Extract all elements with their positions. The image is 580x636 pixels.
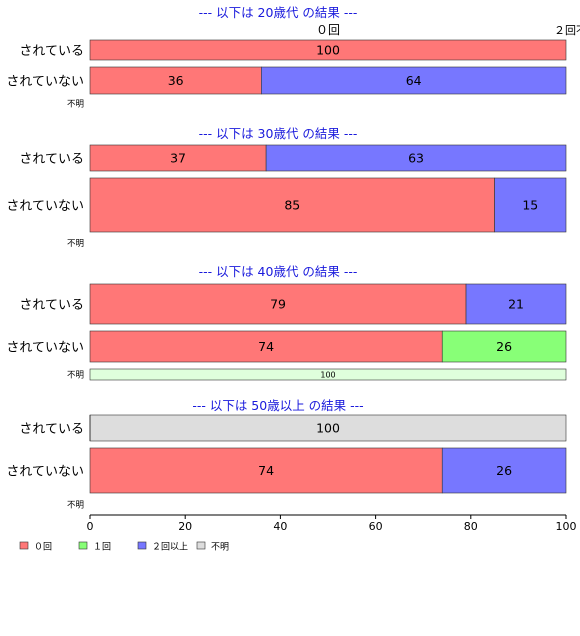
legend-label: ０回 <box>34 542 52 553</box>
data-label: 21 <box>508 297 524 312</box>
bar-segment <box>261 66 567 95</box>
segment-name-label: ０回 <box>316 23 340 37</box>
x-tick-label: 60 <box>369 520 383 533</box>
legend-label: 不明 <box>211 542 229 553</box>
row-label: されている <box>19 298 84 313</box>
bar-segment <box>89 368 567 381</box>
bar-segment <box>89 414 567 442</box>
row-label: されていない <box>6 465 84 480</box>
x-tick-label: 40 <box>273 520 287 533</box>
bar-segment <box>89 447 443 494</box>
x-tick-label: 80 <box>464 520 478 533</box>
segment-name-label: ２回不明１回 <box>554 24 580 37</box>
bar-segment <box>465 283 567 325</box>
x-tick-label: 20 <box>178 520 192 533</box>
bar-segment <box>89 39 567 61</box>
row-label: 不明 <box>67 239 84 249</box>
legend-label: ２回以上 <box>152 542 188 553</box>
legend-swatch <box>137 541 147 550</box>
legend-label: １回 <box>93 542 111 553</box>
bar-segment <box>89 177 495 233</box>
data-label: 37 <box>170 151 186 166</box>
data-label: 79 <box>270 297 286 312</box>
row-label: 不明 <box>67 100 84 110</box>
x-tick-label: 0 <box>87 520 94 533</box>
row-label: されていない <box>6 75 84 90</box>
bar-segment <box>441 330 567 363</box>
data-label: 100 <box>316 421 340 436</box>
x-tick-label: 100 <box>556 520 577 533</box>
data-label: 64 <box>406 73 422 88</box>
row-label: されている <box>19 44 84 59</box>
bar-segment <box>265 144 567 172</box>
panel-title: --- 以下は 20歳代 の結果 --- <box>199 5 358 20</box>
legend-swatch <box>78 541 88 550</box>
bar-segment <box>89 330 443 363</box>
row-label: されていない <box>6 341 84 356</box>
data-label: 74 <box>258 339 274 354</box>
data-label: 74 <box>258 463 274 478</box>
row-label: されている <box>19 422 84 437</box>
data-label: 63 <box>408 151 424 166</box>
bar-segment <box>89 144 267 172</box>
row-label: 不明 <box>67 501 84 511</box>
row-label: されていない <box>6 199 84 214</box>
bar-segment <box>494 177 567 233</box>
row-label: 不明 <box>67 371 84 381</box>
panel-title: --- 以下は 40歳代 の結果 --- <box>199 264 358 279</box>
bar-segment <box>89 66 262 95</box>
data-label: 85 <box>284 198 300 213</box>
data-label: 15 <box>522 198 538 213</box>
data-label: 100 <box>316 43 340 58</box>
panel-title: --- 以下は 50歳以上 の結果 --- <box>192 398 363 413</box>
data-label: 26 <box>496 339 512 354</box>
panel-title: --- 以下は 30歳代 の結果 --- <box>199 126 358 141</box>
data-label: 100 <box>320 371 335 380</box>
row-label: されている <box>19 152 84 167</box>
legend-swatch <box>196 541 206 550</box>
bar-segment <box>89 283 467 325</box>
data-label: 26 <box>496 463 512 478</box>
data-label: 36 <box>168 73 184 88</box>
bar-segment <box>441 447 567 494</box>
legend-swatch <box>19 541 29 550</box>
